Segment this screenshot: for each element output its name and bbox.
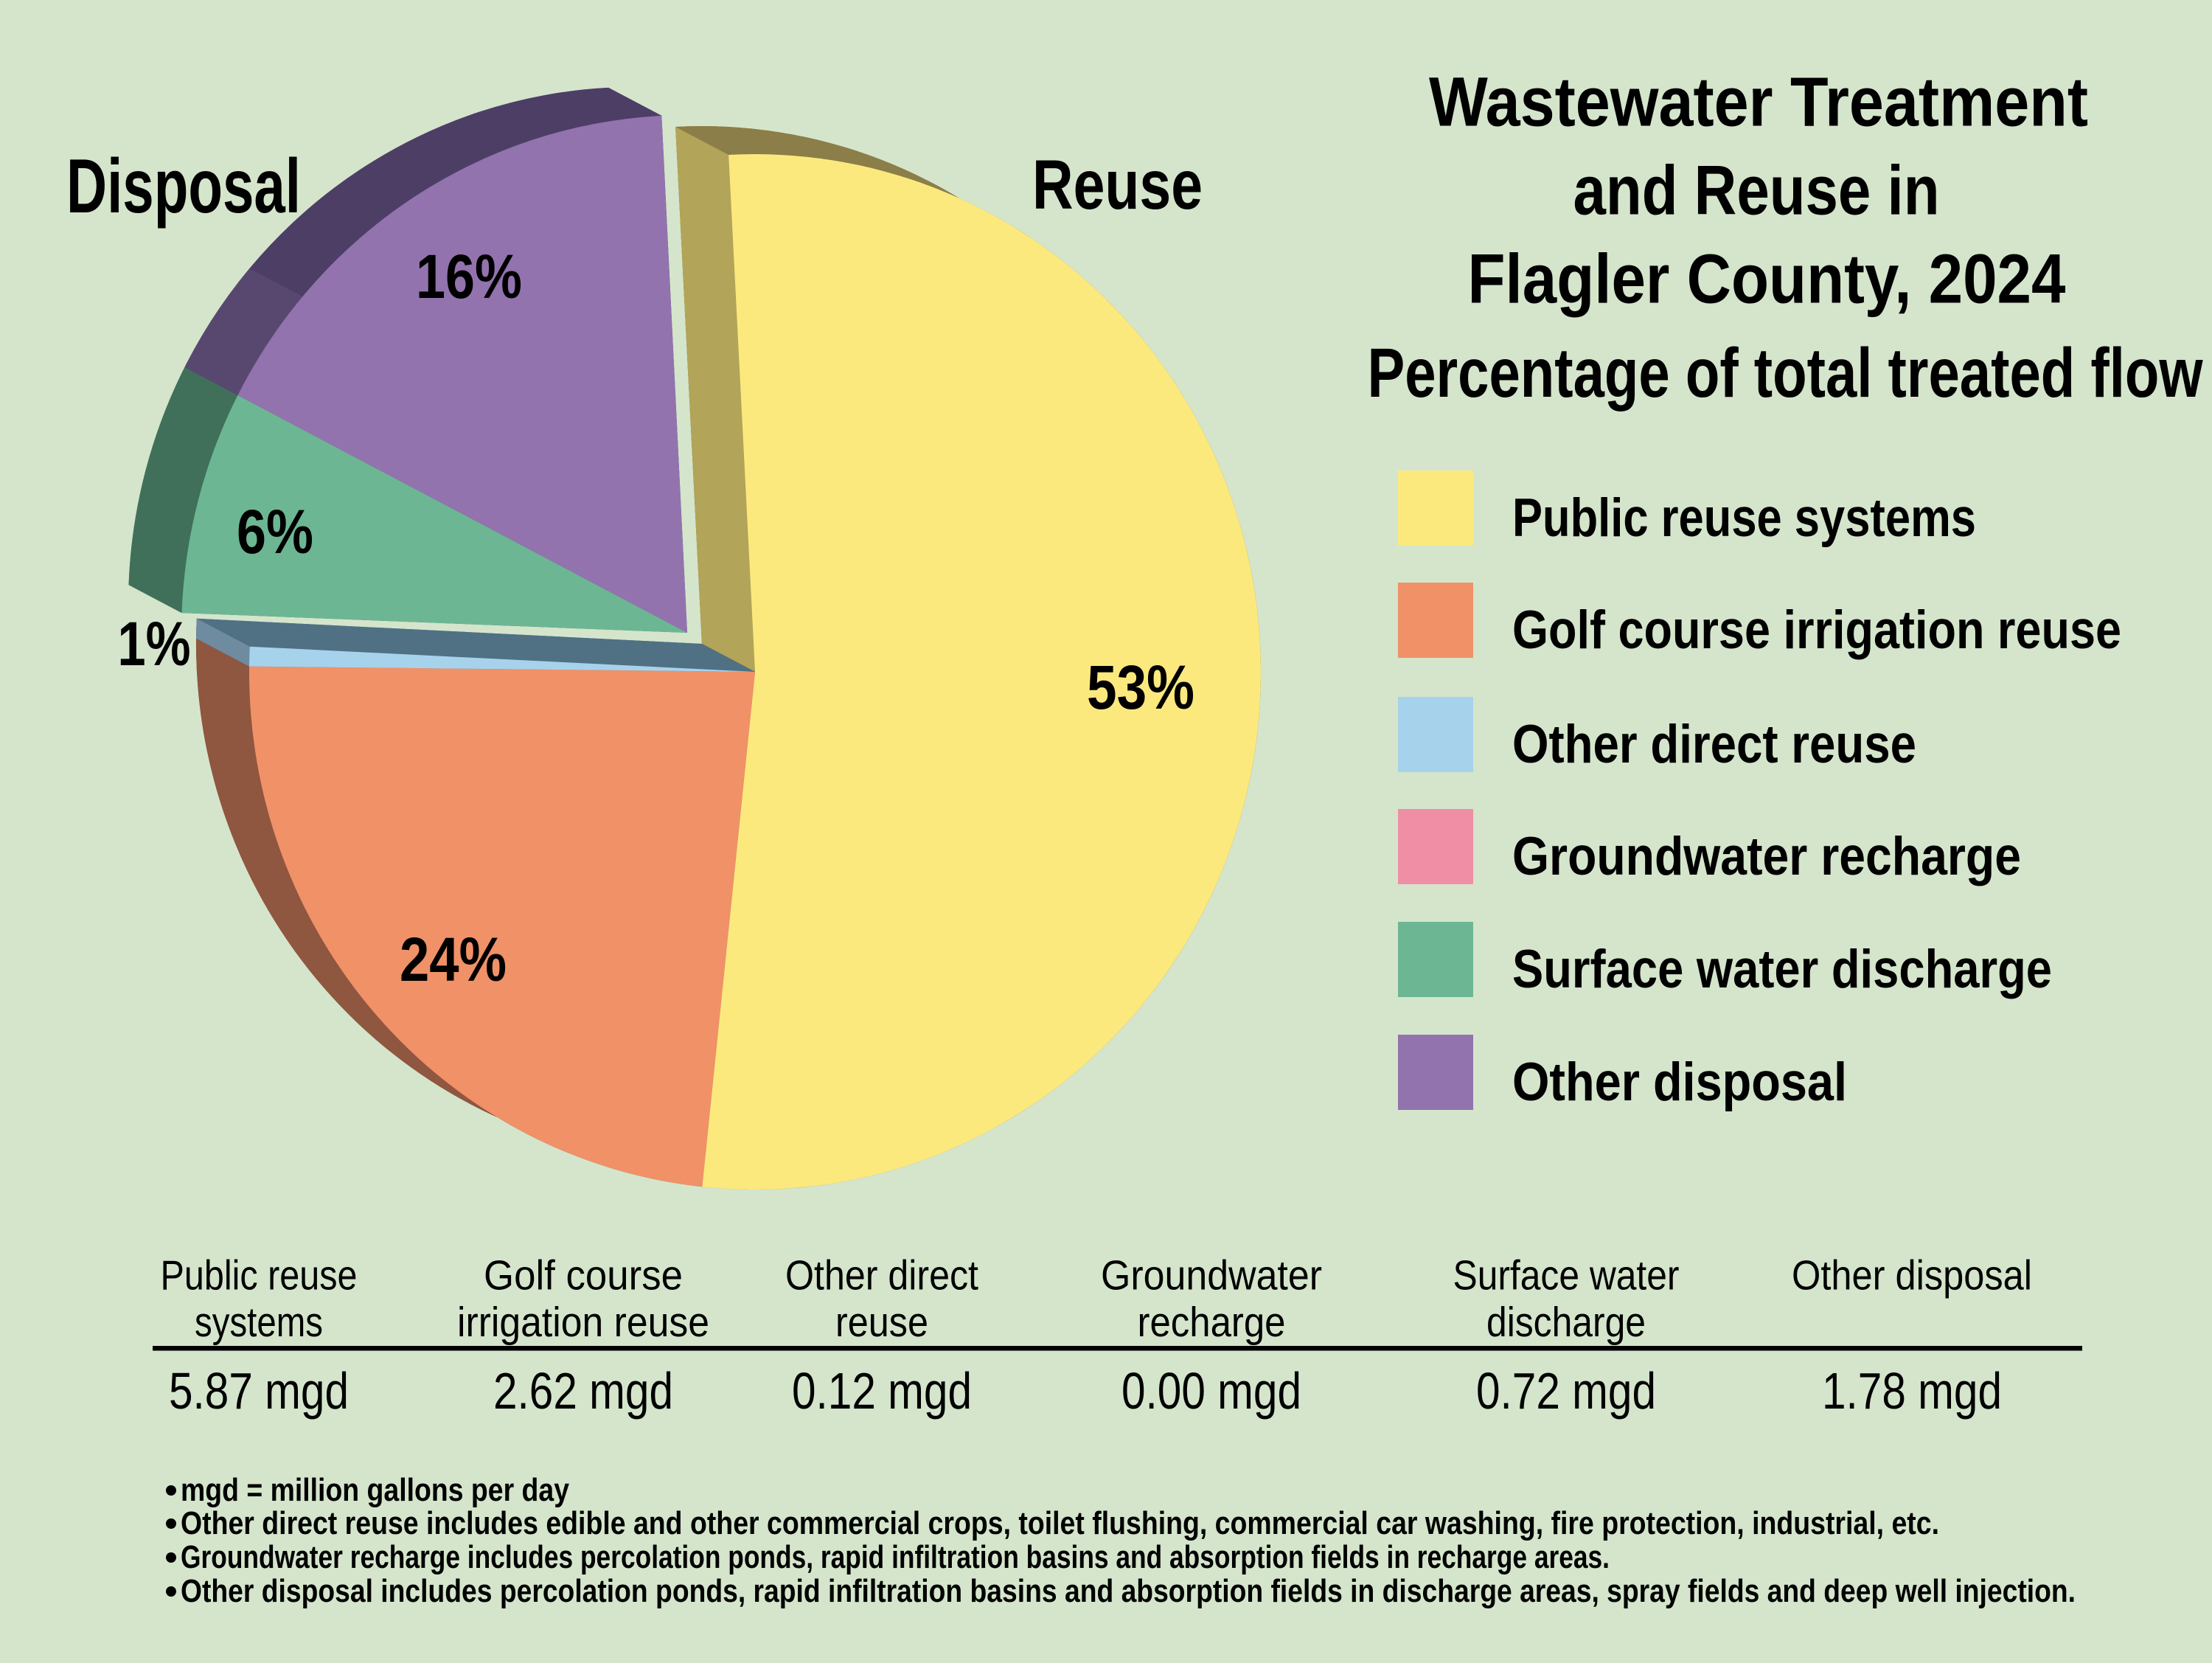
svg-text:Golf course irrigation reuse: Golf course irrigation reuse bbox=[1512, 600, 2121, 660]
svg-text:Percentage of total treated fl: Percentage of total treated flow bbox=[1368, 334, 2204, 412]
svg-text:Public reuse: Public reuse bbox=[161, 1252, 358, 1299]
svg-text:5.87 mgd: 5.87 mgd bbox=[169, 1362, 349, 1420]
svg-text:Public reuse systems: Public reuse systems bbox=[1512, 488, 1976, 548]
svg-text:Other direct: Other direct bbox=[785, 1252, 978, 1299]
svg-text:2.62 mgd: 2.62 mgd bbox=[493, 1362, 673, 1420]
svg-text:reuse: reuse bbox=[835, 1299, 928, 1345]
svg-text:Reuse: Reuse bbox=[1032, 146, 1203, 224]
svg-text:Groundwater: Groundwater bbox=[1101, 1252, 1322, 1299]
svg-text:discharge: discharge bbox=[1486, 1299, 1646, 1345]
svg-text:Groundwater recharge: Groundwater recharge bbox=[1512, 827, 2021, 886]
svg-text:Surface water: Surface water bbox=[1453, 1252, 1680, 1299]
svg-text:irrigation reuse: irrigation reuse bbox=[457, 1299, 709, 1345]
svg-text:Surface water discharge: Surface water discharge bbox=[1512, 940, 2052, 999]
svg-text:1%: 1% bbox=[118, 609, 191, 678]
svg-text:Groundwater recharge includes: Groundwater recharge includes percolatio… bbox=[181, 1539, 1610, 1575]
svg-text:1.78 mgd: 1.78 mgd bbox=[1822, 1362, 2002, 1420]
svg-text:0.12 mgd: 0.12 mgd bbox=[792, 1362, 972, 1420]
svg-text:Other direct reuse: Other direct reuse bbox=[1512, 715, 1916, 774]
svg-text:53%: 53% bbox=[1087, 653, 1194, 722]
svg-text:Other disposal: Other disposal bbox=[1792, 1252, 2032, 1299]
svg-text:mgd = million gallons per day: mgd = million gallons per day bbox=[181, 1472, 569, 1508]
svg-text:Other disposal includes percol: Other disposal includes percolation pond… bbox=[181, 1573, 2076, 1609]
svg-text:Other direct reuse includes ed: Other direct reuse includes edible and o… bbox=[181, 1505, 1939, 1541]
svg-text:6%: 6% bbox=[237, 497, 313, 566]
svg-text:and Reuse in: and Reuse in bbox=[1573, 152, 1940, 230]
svg-text:systems: systems bbox=[195, 1299, 323, 1345]
svg-text:16%: 16% bbox=[416, 242, 522, 311]
svg-text:Golf course: Golf course bbox=[484, 1252, 683, 1299]
svg-text:Other disposal: Other disposal bbox=[1512, 1052, 1847, 1112]
svg-text:Flagler County, 2024: Flagler County, 2024 bbox=[1468, 240, 2066, 319]
svg-text:Wastewater Treatment: Wastewater Treatment bbox=[1429, 63, 2088, 142]
svg-text:recharge: recharge bbox=[1138, 1299, 1286, 1345]
svg-text:0.72 mgd: 0.72 mgd bbox=[1476, 1362, 1656, 1420]
svg-text:0.00 mgd: 0.00 mgd bbox=[1121, 1362, 1301, 1420]
svg-text:Disposal: Disposal bbox=[66, 144, 301, 229]
svg-text:24%: 24% bbox=[400, 925, 507, 994]
